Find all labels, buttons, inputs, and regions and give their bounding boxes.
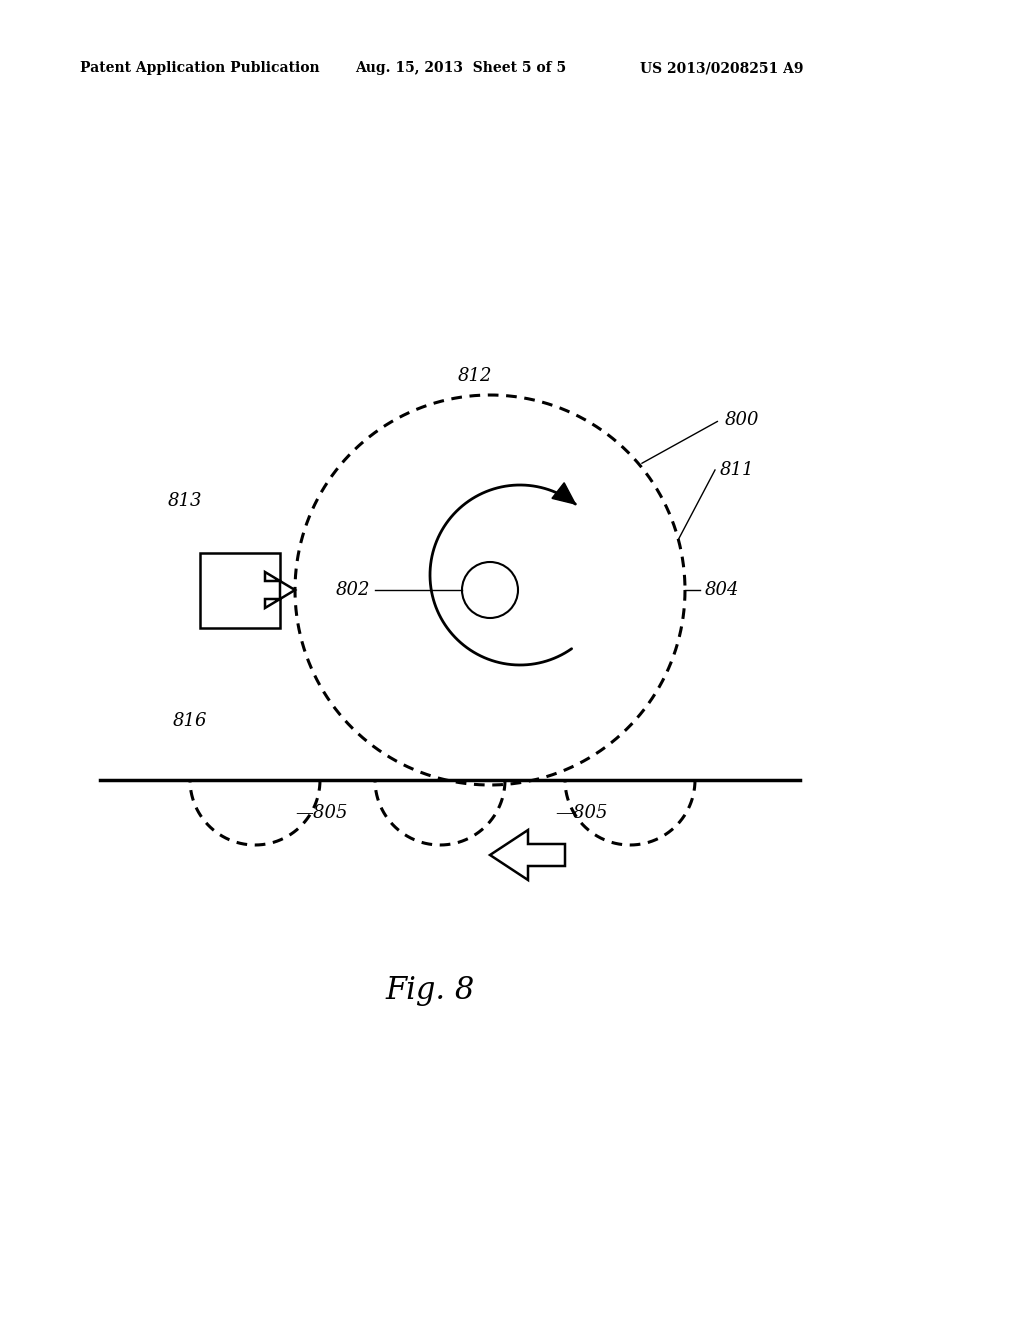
Text: —805: —805 [555,804,607,822]
Text: US 2013/0208251 A9: US 2013/0208251 A9 [640,61,804,75]
Polygon shape [265,572,295,609]
Text: 812: 812 [458,367,493,385]
Text: 816: 816 [173,711,207,730]
Text: 813: 813 [168,492,203,510]
Text: 802: 802 [336,581,370,599]
Text: Aug. 15, 2013  Sheet 5 of 5: Aug. 15, 2013 Sheet 5 of 5 [355,61,566,75]
Text: 800: 800 [725,411,760,429]
Polygon shape [490,830,565,880]
Polygon shape [552,483,575,504]
Bar [200,553,280,627]
Text: Fig. 8: Fig. 8 [385,974,475,1006]
Text: —805: —805 [295,804,347,822]
Text: 811: 811 [720,461,755,479]
Text: Patent Application Publication: Patent Application Publication [80,61,319,75]
Text: 804: 804 [705,581,739,599]
